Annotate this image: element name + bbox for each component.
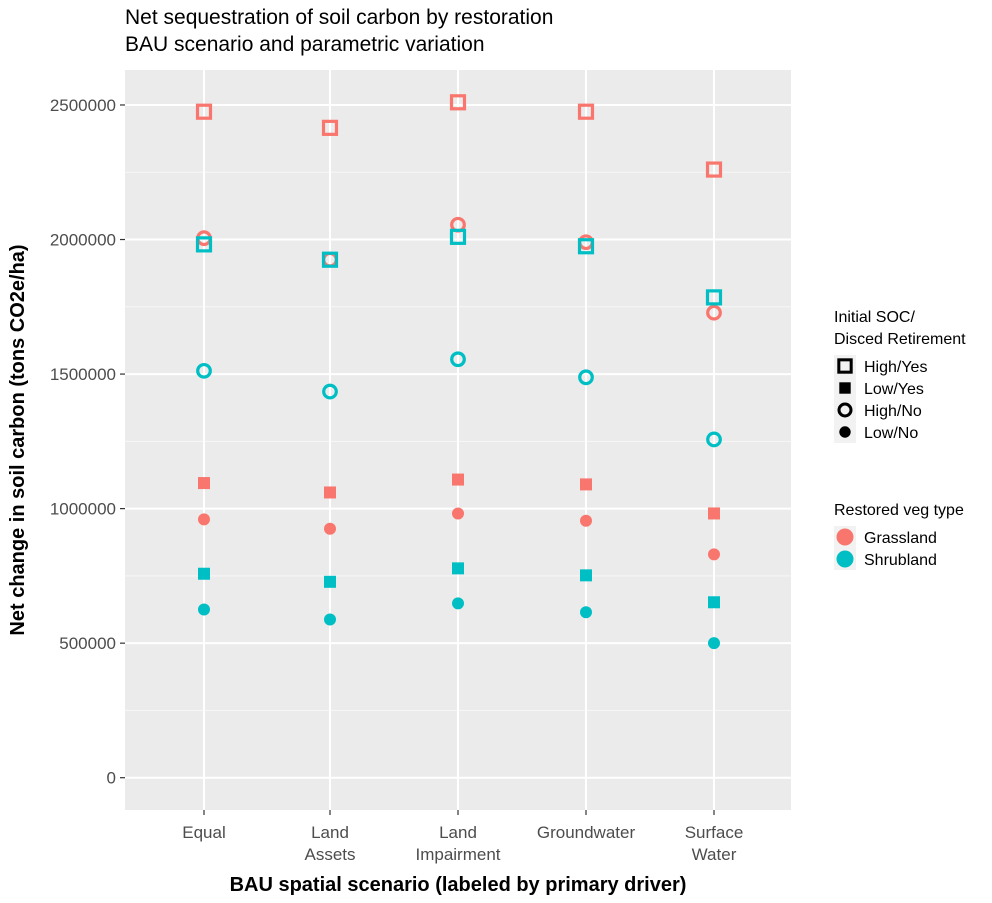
point-grassland-low-yes (198, 477, 210, 490)
point-grassland-low-yes (324, 486, 336, 499)
point-grassland-low-no (452, 507, 464, 520)
x-tick-label: Surface (685, 823, 744, 842)
legend-color: Restored veg type Grassland Shrubland (834, 502, 964, 570)
point-grassland-high-no (706, 304, 722, 321)
point-shrubland-low-yes (324, 575, 336, 588)
y-tick-label: 0 (107, 769, 116, 788)
x-tick-labels: Equal Land Assets Land Impairment Groundwater… (182, 810, 743, 864)
point-grassland-high-yes (195, 103, 213, 120)
legend-shape: Initial SOC/Disced Retirement High/Yes Low… (834, 309, 966, 443)
point-grassland-low-yes (708, 507, 720, 520)
point-grassland-low-no (324, 522, 336, 535)
point-grassland-high-yes (321, 119, 339, 136)
point-grassland-low-yes (452, 473, 464, 486)
point-shrubland-low-yes (580, 569, 592, 582)
legend-key-bg (834, 399, 856, 421)
point-shrubland-low-no (708, 637, 720, 650)
legend-shape-label: Low/Yes (864, 381, 924, 398)
y-tick-label: 500000 (59, 634, 116, 653)
legend-shape-label: High/Yes (864, 359, 927, 376)
legend-key-shape (839, 426, 851, 438)
legend-shape-label: Low/No (864, 425, 918, 442)
point-shrubland-high-no (196, 362, 212, 379)
x-tick-label: Equal (182, 823, 225, 842)
point-shrubland-low-no (452, 597, 464, 610)
point-shrubland-high-yes (321, 251, 339, 268)
legend-key-shape (837, 358, 853, 374)
legend-color-label: Grassland (864, 530, 937, 547)
point-grassland-high-yes (577, 103, 595, 120)
y-tick-label: 1000000 (50, 500, 116, 519)
y-tick-labels: 0 500000 1000000 1500000 2000000 2500000 (50, 96, 125, 788)
point-shrubland-high-no (578, 369, 594, 386)
point-shrubland-low-yes (708, 596, 720, 609)
point-shrubland-high-yes (577, 238, 595, 255)
legend-color-label: Shrubland (864, 552, 937, 569)
y-tick-label: 2000000 (50, 231, 116, 250)
x-tick-label: Assets (304, 845, 355, 864)
y-tick-label: 1500000 (50, 365, 116, 384)
y-axis-title: Net change in soil carbon (tons CO2e/ha) (7, 244, 29, 635)
legend-color-title: Restored veg type (834, 502, 964, 519)
legend-key-shape (839, 382, 851, 394)
point-shrubland-low-yes (198, 567, 210, 580)
chart-title-line-2: BAU scenario and parametric variation (125, 33, 485, 56)
point-shrubland-high-no (450, 351, 466, 368)
point-grassland-low-yes (580, 478, 592, 491)
legend-shape-title: Disced Retirement (834, 331, 966, 348)
x-tick-label: Land (311, 823, 349, 842)
point-grassland-high-yes (705, 161, 723, 178)
point-grassland-low-no (580, 514, 592, 527)
x-tick-label: Water (692, 845, 737, 864)
legend-shape-title: Initial SOC/ (834, 309, 915, 326)
point-shrubland-low-no (198, 603, 210, 616)
x-tick-label: Land (439, 823, 477, 842)
x-axis-title: BAU spatial scenario (labeled by primary… (230, 874, 687, 896)
point-shrubland-high-yes (705, 289, 723, 306)
point-shrubland-low-no (580, 606, 592, 619)
legend-key-dot (836, 550, 854, 568)
y-tick-label: 2500000 (50, 96, 116, 115)
legend-key-bg (834, 355, 856, 377)
x-tick-label: Impairment (415, 845, 500, 864)
data-points (195, 94, 723, 650)
point-grassland-low-no (198, 513, 210, 526)
grid-lines (125, 70, 791, 810)
point-shrubland-high-yes (449, 228, 467, 245)
legend-shape-label: High/No (864, 403, 922, 420)
point-shrubland-low-no (324, 613, 336, 626)
legend-key-dot (836, 528, 854, 546)
chart-title-line-1: Net sequestration of soil carbon by rest… (125, 6, 553, 29)
point-shrubland-low-yes (452, 562, 464, 575)
point-grassland-high-yes (449, 94, 467, 111)
point-shrubland-high-no (322, 383, 338, 400)
x-tick-label: Groundwater (537, 823, 636, 842)
legend-key-shape (837, 402, 853, 418)
point-shrubland-high-yes (195, 236, 213, 253)
point-grassland-low-no (708, 548, 720, 561)
point-shrubland-high-no (706, 431, 722, 448)
